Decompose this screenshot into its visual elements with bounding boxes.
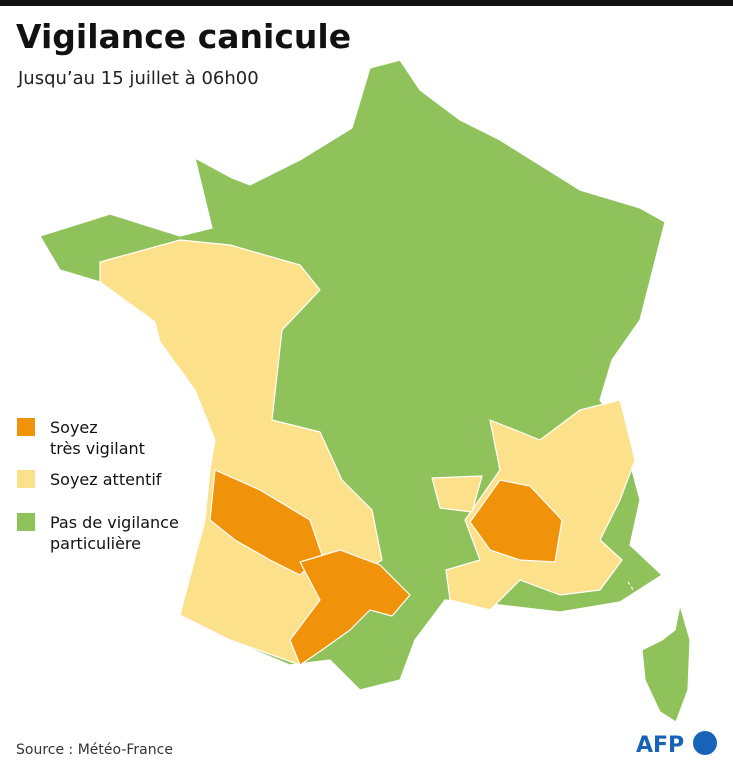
subtitle: Jusqu’au 15 juillet à 06h00 [17, 68, 259, 89]
logo: AFP [636, 733, 684, 758]
region-dordogne [209, 469, 323, 576]
legend-swatch [17, 513, 35, 531]
legend-label: Pas de vigilance [50, 513, 179, 532]
top-rule [0, 0, 733, 6]
legend-label: Soyez attentif [50, 470, 162, 489]
region-centre-east [431, 475, 483, 513]
logo-dot [693, 731, 717, 755]
inset-divider [627, 579, 691, 721]
legend-label: très vigilant [50, 439, 145, 458]
title: Vigilance canicule [16, 17, 351, 56]
region-rhone [469, 479, 563, 563]
legend: Soyez très vigilant Soyez attentif Pas de v… [17, 418, 179, 553]
legend-label: particulière [50, 534, 141, 553]
legend-swatch [17, 470, 35, 488]
legend-label: Soyez [50, 418, 98, 437]
map [39, 59, 691, 723]
legend-swatch [17, 418, 35, 436]
region-corsica [641, 604, 691, 723]
source: Source : Météo-France [16, 742, 173, 758]
region-south [289, 549, 411, 666]
